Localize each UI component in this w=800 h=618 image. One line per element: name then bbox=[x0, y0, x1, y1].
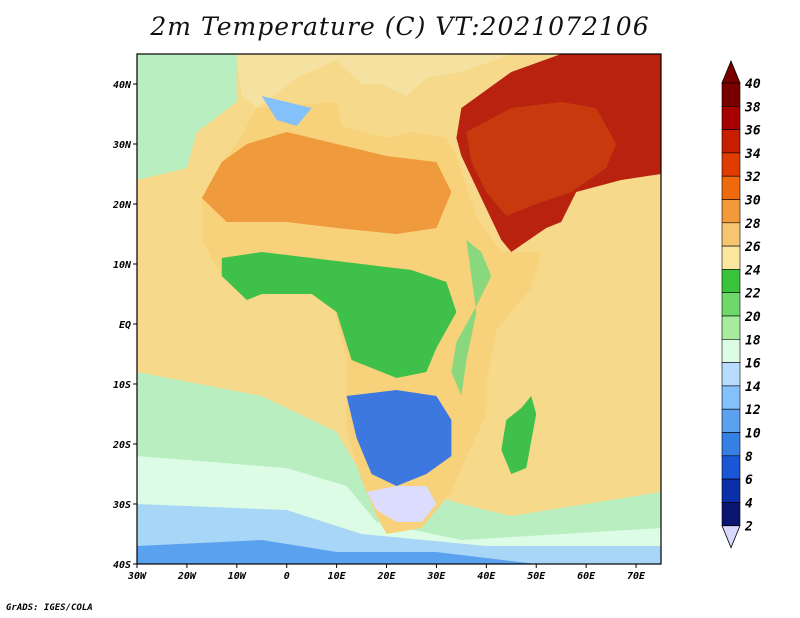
lat-tick-label: 20N bbox=[112, 200, 132, 211]
colorbar-swatch bbox=[721, 222, 741, 247]
east-highlands-zone bbox=[451, 240, 492, 396]
colorbar-swatch bbox=[721, 385, 741, 410]
colorbar-label: 36 bbox=[744, 124, 761, 139]
temperature-field bbox=[137, 54, 661, 564]
colorbar-swatch bbox=[721, 432, 741, 457]
lon-tick-label: 30E bbox=[426, 571, 446, 582]
colorbar-label: 6 bbox=[745, 473, 753, 488]
colorbar-label: 16 bbox=[745, 357, 761, 372]
arabia-hot-zone bbox=[466, 102, 617, 216]
colorbar-label: 10 bbox=[745, 427, 761, 442]
axis-ticks: 30W 20W 10W 0 10E 20E 30E 40E 50E 60E 70E 40N 30N 20N… bbox=[112, 80, 646, 582]
colorbar-label: 14 bbox=[745, 380, 761, 395]
colorbar: 40 38 36 34 32 30 28 26 24 22 20 18 16 14 12 10 8 6 4 2 bbox=[721, 59, 761, 549]
lon-tick-label: 20E bbox=[376, 571, 396, 582]
colorbar-label: 32 bbox=[744, 170, 761, 185]
colorbar-label: 28 bbox=[744, 217, 761, 232]
lat-tick-label: 30S bbox=[112, 500, 131, 511]
lon-tick-label: 60E bbox=[577, 571, 596, 582]
lon-tick-label: 40E bbox=[477, 571, 496, 582]
colorbar-label: 12 bbox=[745, 403, 761, 418]
colorbar-swatch bbox=[721, 315, 741, 340]
europe-land bbox=[236, 54, 512, 108]
sahara-zone bbox=[201, 132, 452, 234]
colorbar-swatch bbox=[721, 478, 741, 503]
colorbar-swatch bbox=[721, 455, 741, 480]
south-plateau-zone bbox=[346, 390, 452, 486]
colorbar-label: 20 bbox=[744, 310, 761, 325]
colorbar-label: 2 bbox=[744, 520, 753, 535]
south-cold-zone bbox=[366, 486, 437, 522]
colorbar-swatch bbox=[721, 292, 741, 317]
lat-tick-label: 20S bbox=[112, 440, 131, 451]
colorbar-swatch bbox=[721, 269, 741, 293]
lat-tick-label: EQ bbox=[119, 320, 131, 331]
colorbar-swatch bbox=[721, 175, 741, 200]
lon-tick-label: 70E bbox=[627, 571, 646, 582]
lat-tick-label: 30N bbox=[112, 140, 132, 151]
colorbar-label: 8 bbox=[745, 450, 753, 465]
colorbar-label: 4 bbox=[745, 496, 753, 511]
colorbar-label: 34 bbox=[744, 147, 761, 162]
colorbar-swatch bbox=[721, 82, 741, 107]
lon-tick-label: 50E bbox=[527, 571, 546, 582]
lat-tick-label: 40N bbox=[113, 80, 132, 91]
colorbar-swatch bbox=[721, 199, 741, 224]
colorbar-label: 22 bbox=[744, 287, 761, 302]
chart-title: 2m Temperature (C) VT:2021072106 bbox=[150, 12, 650, 41]
map-frame bbox=[136, 53, 662, 565]
colorbar-swatch bbox=[721, 338, 741, 363]
lon-tick-label: 20W bbox=[177, 571, 197, 582]
colorbar-label: 38 bbox=[744, 100, 761, 115]
colorbar-swatch bbox=[721, 106, 741, 130]
ocean-band-north bbox=[137, 54, 237, 180]
colorbar-top-arrow bbox=[721, 59, 741, 84]
colorbar-swatch bbox=[721, 408, 741, 433]
colorbar-swatch bbox=[721, 362, 741, 387]
lon-tick-label: 0 bbox=[284, 571, 290, 582]
colorbar-swatch bbox=[721, 129, 741, 154]
tropical-zone bbox=[221, 252, 457, 378]
lat-tick-label: 10N bbox=[113, 260, 132, 271]
atlas-cool-zone bbox=[261, 96, 312, 126]
lon-tick-label: 10W bbox=[228, 571, 247, 582]
colorbar-label: 40 bbox=[745, 77, 761, 92]
madagascar-land bbox=[501, 396, 537, 474]
colorbar-label: 26 bbox=[744, 240, 761, 255]
colorbar-label: 30 bbox=[744, 194, 761, 209]
colorbar-swatch bbox=[721, 502, 741, 526]
colorbar-swatch bbox=[721, 245, 741, 270]
colorbar-label: 24 bbox=[744, 263, 761, 278]
lon-tick-label: 10E bbox=[328, 571, 347, 582]
ocean-band-10 bbox=[137, 540, 537, 564]
lat-tick-label: 10S bbox=[113, 380, 131, 391]
lon-tick-label: 30W bbox=[127, 571, 147, 582]
colorbar-label: 18 bbox=[745, 333, 761, 348]
lat-tick-label: 40S bbox=[113, 560, 131, 571]
colorbar-bottom-arrow bbox=[721, 525, 741, 549]
grads-credit: GrADS: IGES/COLA bbox=[6, 603, 93, 613]
colorbar-swatch bbox=[721, 152, 741, 177]
